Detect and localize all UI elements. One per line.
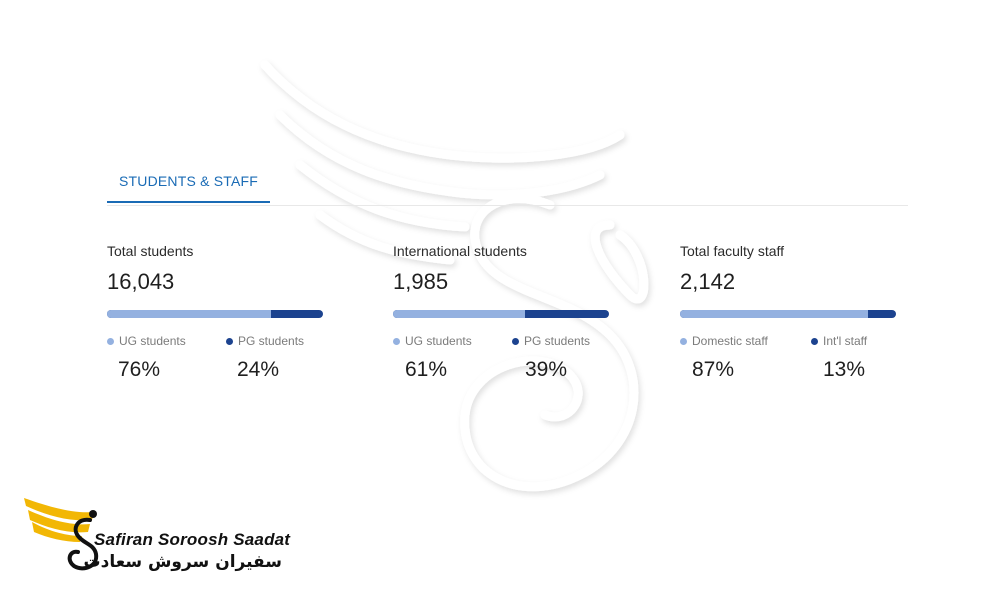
legend-label: PG students xyxy=(238,334,305,348)
legend-item-pg: PG students xyxy=(512,334,590,348)
split-bar-fill xyxy=(393,310,525,318)
legend-label: Domestic staff xyxy=(692,334,768,348)
legend-dot-dark xyxy=(512,337,519,345)
legend-label: UG students xyxy=(405,334,472,348)
stat-international-students: International students 1,985 UG students… xyxy=(393,242,609,386)
legend-dot-dark xyxy=(226,337,233,345)
legend-dot-light xyxy=(393,337,400,345)
brand-logo: Safiran Soroosh Saadat سفیران سروش سعادت xyxy=(22,492,292,582)
split-bar xyxy=(680,310,896,318)
stat-value: 16,043 xyxy=(107,269,175,294)
percent-pg: 24% xyxy=(237,358,280,381)
legend-dot-light xyxy=(107,337,114,345)
tab-students-staff[interactable]: STUDENTS & STAFF xyxy=(107,160,270,203)
legend-label: UG students xyxy=(119,334,186,348)
stat-value: 1,985 xyxy=(393,269,449,294)
percent-row: 61% 39% xyxy=(393,358,609,386)
legend-item-domestic: Domestic staff xyxy=(680,334,768,348)
legend-item-ug: UG students xyxy=(393,334,472,348)
stat-label: Total faculty staff xyxy=(680,243,785,259)
legend: UG students PG students xyxy=(393,334,609,350)
legend-label: Int'l staff xyxy=(823,334,868,348)
percent-row: 76% 24% xyxy=(107,358,323,386)
stat-total-faculty-staff: Total faculty staff 2,142 Domestic staff… xyxy=(680,242,896,386)
stat-total-students: Total students 16,043 UG students PG stu… xyxy=(107,242,323,386)
split-bar-fill xyxy=(680,310,868,318)
split-bar xyxy=(107,310,323,318)
percent-ug: 76% xyxy=(118,358,161,381)
logo-name-en: Safiran Soroosh Saadat xyxy=(94,530,291,549)
percent-ug: 61% xyxy=(405,358,448,381)
percent-pg: 39% xyxy=(525,358,568,381)
tab-bar: STUDENTS & STAFF xyxy=(107,160,908,206)
split-bar xyxy=(393,310,609,318)
legend-item-ug: UG students xyxy=(107,334,186,348)
legend: Domestic staff Int'l staff xyxy=(680,334,896,350)
legend-item-pg: PG students xyxy=(226,334,304,348)
legend-item-intl: Int'l staff xyxy=(811,334,867,348)
legend-dot-light xyxy=(680,337,687,345)
stat-label: International students xyxy=(393,243,527,259)
legend: UG students PG students xyxy=(107,334,323,350)
percent-intl: 13% xyxy=(823,358,866,381)
split-bar-fill xyxy=(107,310,272,318)
percent-row: 87% 13% xyxy=(680,358,896,386)
stat-label: Total students xyxy=(107,243,194,259)
logo-wing-icon xyxy=(24,498,99,571)
legend-dot-dark xyxy=(811,337,818,345)
percent-domestic: 87% xyxy=(692,358,735,381)
logo-name-fa: سفیران سروش سعادت xyxy=(83,552,282,572)
legend-label: PG students xyxy=(524,334,591,348)
stat-value: 2,142 xyxy=(680,269,736,294)
